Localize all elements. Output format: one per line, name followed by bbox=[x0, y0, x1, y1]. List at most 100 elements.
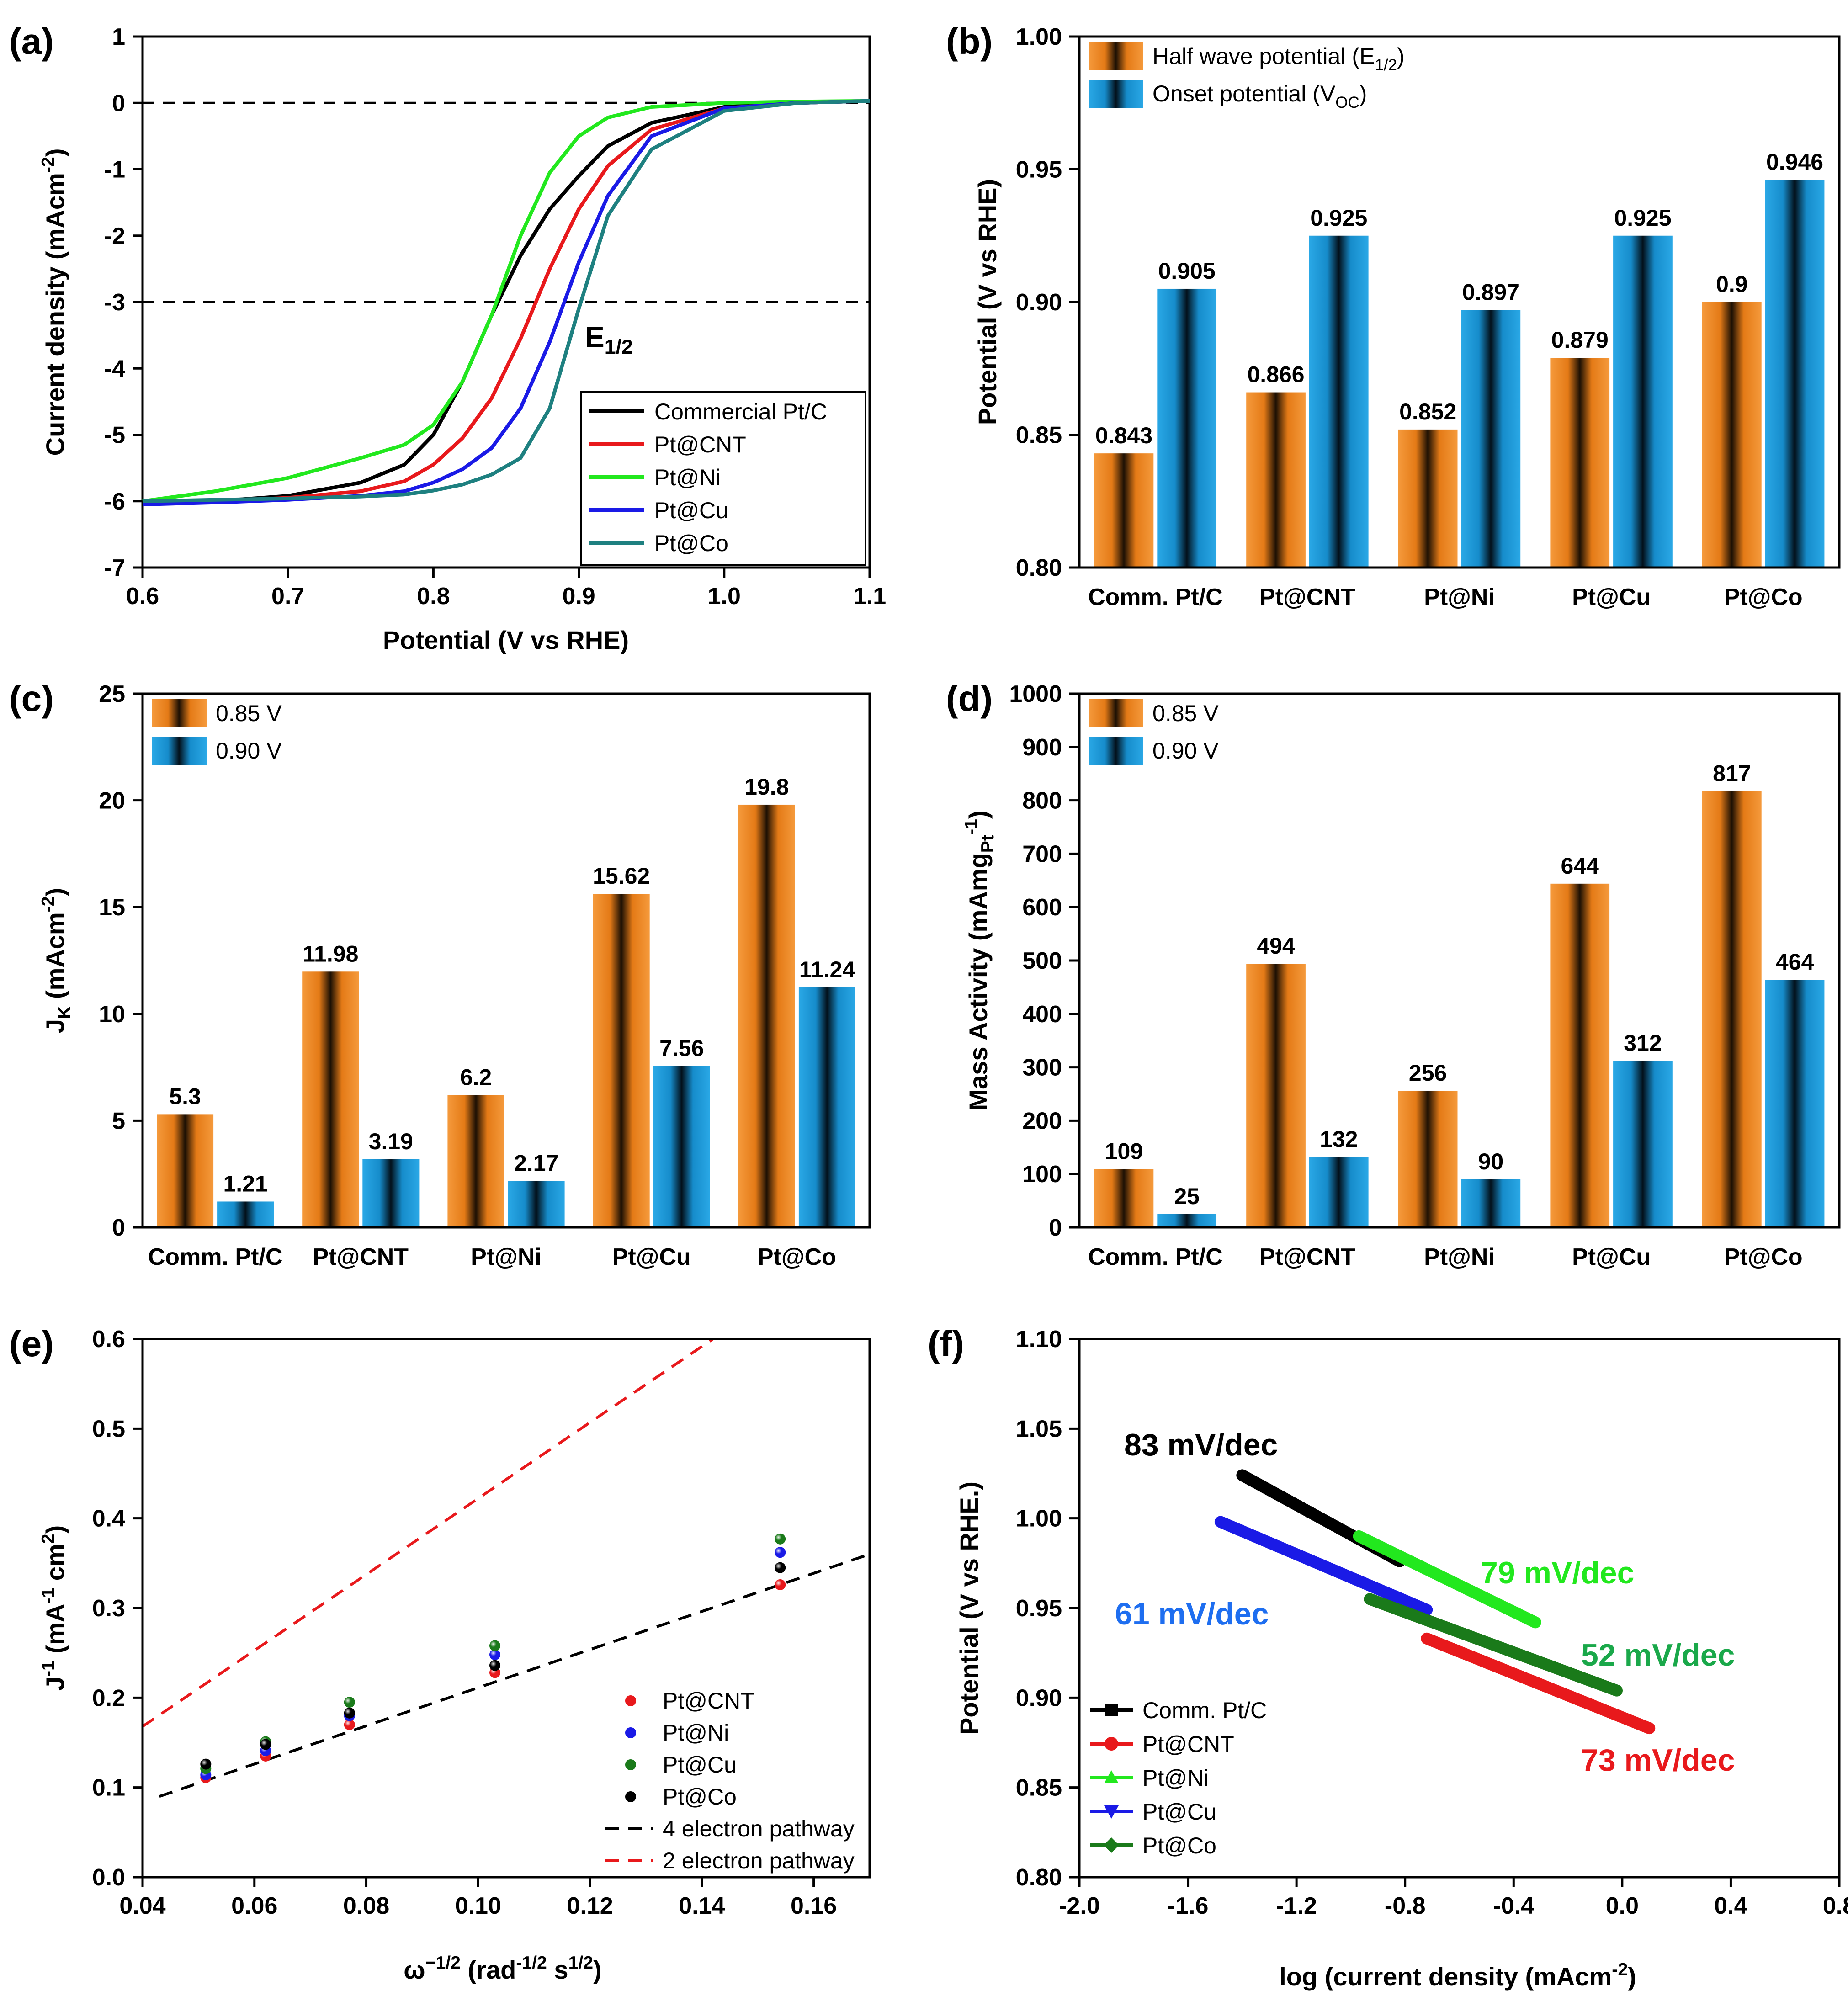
y-axis-label-part: (mA bbox=[41, 1604, 69, 1661]
legend-label-part: OC bbox=[1335, 94, 1359, 111]
y-tick-label: 0.4 bbox=[92, 1506, 125, 1532]
x-category-label: Pt@CNT bbox=[1259, 1244, 1355, 1270]
x-tick-label: 0.8 bbox=[417, 583, 450, 610]
y-tick-label: 0.95 bbox=[1016, 1595, 1062, 1622]
y-tick-label: 200 bbox=[1022, 1108, 1062, 1134]
y-tick-label: 0.80 bbox=[1016, 555, 1062, 581]
y-tick-label: 700 bbox=[1022, 841, 1062, 867]
bar-blue bbox=[1157, 288, 1217, 568]
tafel-line-ni bbox=[1353, 1530, 1541, 1629]
x-tick-label: 0.14 bbox=[679, 1893, 725, 1919]
y-tick-label: 900 bbox=[1022, 734, 1062, 761]
bar-blue bbox=[1765, 980, 1825, 1227]
x-tick-label: 0.04 bbox=[119, 1893, 165, 1919]
bar-orange bbox=[1702, 791, 1762, 1227]
y-tick-label: 1.05 bbox=[1016, 1416, 1062, 1442]
x-category-label: Pt@Cu bbox=[612, 1244, 691, 1270]
x-axis-label-part: ) bbox=[593, 1955, 602, 1984]
bar-blue bbox=[1461, 1179, 1521, 1227]
panel-a: -7 -6 -5 -4 -3 -2 -1 0 1 0.6 0.7 0.8 0.9 1.0 1.1 E1/2 Co… bbox=[9, 21, 886, 654]
data-point-shine bbox=[775, 1562, 786, 1573]
x-category-label: Pt@CNT bbox=[1259, 584, 1355, 610]
bar-orange bbox=[1094, 1169, 1154, 1227]
bar-blue bbox=[653, 1066, 710, 1227]
y-tick-label: -5 bbox=[104, 422, 125, 449]
y-tick-label: 0 bbox=[112, 1215, 125, 1241]
y-tick-label: 1.10 bbox=[1016, 1326, 1062, 1353]
data-point-shine bbox=[344, 1697, 355, 1708]
x-axis-label-part: (rad bbox=[461, 1955, 516, 1984]
y-tick-label: 0.80 bbox=[1016, 1864, 1062, 1891]
x-category-label: Pt@Ni bbox=[1424, 1244, 1495, 1270]
y-tick-label: 500 bbox=[1022, 948, 1062, 974]
legend-label: Commercial Pt/C bbox=[654, 399, 827, 425]
slope-label: 79 mV/dec bbox=[1481, 1555, 1634, 1590]
panel-f: 0.80 0.85 0.90 0.95 1.00 1.05 1.10 -2.0 -1.6 -1.2… bbox=[928, 1323, 1848, 1991]
legend-swatch bbox=[1089, 42, 1143, 70]
legend-label: Half wave potential (E1/2) bbox=[1152, 43, 1405, 74]
e-half-annotation: E1/2 bbox=[585, 321, 633, 358]
x-axis-label-part: s bbox=[547, 1955, 568, 1984]
bar-value-label: 3.19 bbox=[369, 1129, 413, 1154]
bar-orange bbox=[1246, 964, 1306, 1227]
x-axis-label-part: −1/2 bbox=[425, 1953, 461, 1973]
y-tick-label: 0 bbox=[112, 90, 125, 117]
slope-label: 83 mV/dec bbox=[1124, 1428, 1278, 1462]
tafel-line-darkgreen bbox=[1364, 1593, 1623, 1697]
bar-orange bbox=[593, 894, 650, 1227]
y-tick-label: 25 bbox=[99, 681, 125, 707]
legend-marker-cu bbox=[625, 1727, 636, 1738]
y-tick-label: 20 bbox=[99, 788, 125, 814]
y-tick-label: 0.5 bbox=[92, 1416, 125, 1442]
panel-c: 0 5 10 15 20 25 5.3 1.21 Comm. Pt/C 11.98 3.19 Pt@C… bbox=[9, 678, 871, 1270]
legend: Half wave potential (E1/2)Onset potentia… bbox=[1089, 42, 1405, 111]
data-point-shine bbox=[200, 1758, 212, 1770]
bar-orange bbox=[1094, 453, 1154, 568]
y-tick-label: 400 bbox=[1022, 1001, 1062, 1028]
y-tick-label: 0.3 bbox=[92, 1595, 125, 1622]
legend-label: 0.85 V bbox=[1152, 701, 1219, 726]
panel-label: (a) bbox=[9, 21, 54, 62]
x-tick-label: 0.4 bbox=[1714, 1893, 1747, 1919]
bar-value-label: 0.905 bbox=[1158, 258, 1216, 284]
x-tick-label: -1.6 bbox=[1168, 1893, 1209, 1919]
x-category-label: Pt@Ni bbox=[1424, 584, 1495, 610]
x-category-label: Pt@Co bbox=[1724, 1244, 1803, 1270]
e-half-annotation-part: 1/2 bbox=[605, 335, 633, 358]
y-tick-label: 0.85 bbox=[1016, 422, 1062, 449]
y-axis-label-part: K bbox=[55, 1006, 74, 1019]
y-tick-label: 5 bbox=[112, 1108, 125, 1134]
x-category-label: Pt@Ni bbox=[471, 1244, 542, 1270]
x-tick-label: 0.0 bbox=[1606, 1893, 1639, 1919]
x-category-label: Comm. Pt/C bbox=[148, 1244, 283, 1270]
bar-orange bbox=[738, 804, 795, 1227]
bar-value-label: 19.8 bbox=[744, 774, 789, 800]
y-axis-label-part: ) bbox=[964, 811, 993, 819]
bar-value-label: 312 bbox=[1624, 1030, 1662, 1056]
bar-orange bbox=[1550, 358, 1610, 568]
y-axis-label: Potential (V vs RHE) bbox=[973, 179, 1002, 425]
slope-label: 52 mV/dec bbox=[1581, 1638, 1735, 1672]
plot-frame bbox=[141, 1338, 871, 1879]
legend-marker-triangle-down bbox=[1104, 1805, 1119, 1819]
legend-marker-diamond bbox=[1104, 1837, 1119, 1853]
y-tick-label: 600 bbox=[1022, 894, 1062, 921]
panel-label: (b) bbox=[946, 21, 993, 62]
x-tick-label: 0.7 bbox=[271, 583, 304, 610]
bar-orange bbox=[1550, 883, 1610, 1227]
panel-label: (d) bbox=[946, 678, 993, 719]
x-tick-label: -1.2 bbox=[1276, 1893, 1317, 1919]
panel-e: 0.0 0.1 0.2 0.3 0.4 0.5 0.6 0.04 0.06 0.08 0.10 0.1… bbox=[9, 1323, 871, 1984]
legend-label: 0.85 V bbox=[216, 701, 282, 726]
legend-label: Pt@Ni bbox=[663, 1720, 729, 1746]
y-tick-label: 800 bbox=[1022, 788, 1062, 814]
y-tick-label: 100 bbox=[1022, 1161, 1062, 1188]
x-axis-label-part: -1/2 bbox=[516, 1953, 547, 1973]
legend-label-part: 0.85 V bbox=[216, 701, 282, 726]
bar-value-label: 0.925 bbox=[1614, 205, 1671, 231]
legend-label: Pt@Co bbox=[1142, 1833, 1216, 1858]
x-axis-label-part: ω bbox=[404, 1955, 425, 1984]
bar-orange bbox=[1398, 1090, 1458, 1227]
bar-blue bbox=[1765, 180, 1825, 568]
